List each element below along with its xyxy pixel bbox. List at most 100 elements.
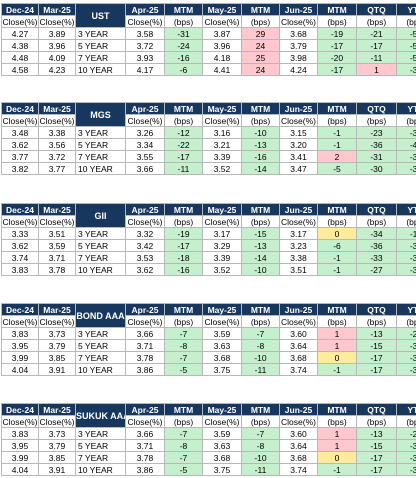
col-subheader: Close(%) <box>1 315 39 328</box>
cell-mtm2: 24 <box>241 39 280 52</box>
col-subheader: Close(%) <box>1 215 39 228</box>
cell-apr: 3.53 <box>125 251 165 264</box>
col-header: Jun-25 <box>279 403 318 416</box>
col-header: Mar-25 <box>38 203 76 216</box>
cell-mtm1: -6 <box>164 63 203 76</box>
col-header: MTM <box>164 3 203 16</box>
col-subheader: (bps) <box>356 315 397 328</box>
cell-may: 3.63 <box>202 339 242 352</box>
cell-dec: 3.83 <box>1 427 39 440</box>
cell-ytd: -33 <box>396 126 416 139</box>
table-row: 3.77 3.72 7 YEAR 3.55 -17 3.39 -16 3.41 … <box>1 150 416 163</box>
cell-dec: 3.99 <box>1 351 39 364</box>
table-title: MGS <box>75 102 126 127</box>
col-subheader: (bps) <box>396 15 416 28</box>
cell-apr: 3.72 <box>125 39 165 52</box>
table-row: 3.99 3.85 7 YEAR 3.78 -7 3.68 -10 3.68 0… <box>1 451 416 464</box>
col-subheader: (bps) <box>396 415 416 428</box>
col-subheader: (bps) <box>164 15 203 28</box>
cell-qtq: -17 <box>356 363 397 376</box>
cell-dec: 3.83 <box>1 327 39 340</box>
cell-mar: 3.77 <box>38 162 76 175</box>
col-subheader: Close(%) <box>38 15 76 28</box>
cell-may: 3.52 <box>202 263 242 276</box>
col-header: MTM <box>317 403 357 416</box>
col-header: Mar-25 <box>38 303 76 316</box>
cell-mtm2: -13 <box>241 138 280 151</box>
table-row: 3.83 3.73 3 YEAR 3.66 -7 3.59 -7 3.60 1 … <box>1 427 416 440</box>
cell-jun: 3.23 <box>279 239 318 252</box>
cell-jun: 3.74 <box>279 363 318 376</box>
table-row: 3.62 3.56 5 YEAR 3.34 -22 3.21 -13 3.20 … <box>1 138 416 151</box>
cell-may: 3.59 <box>202 427 242 440</box>
cell-apr: 3.66 <box>125 162 165 175</box>
cell-dec: 4.04 <box>1 363 39 376</box>
cell-tenor: 10 YEAR <box>75 63 126 76</box>
col-subheader: Close(%) <box>1 415 39 428</box>
cell-dec: 3.83 <box>1 263 39 276</box>
cell-qtq: -17 <box>356 463 397 476</box>
col-subheader: (bps) <box>241 415 280 428</box>
table-title: UST <box>75 3 126 28</box>
col-header: MTM <box>317 203 357 216</box>
col-header: YTD <box>396 3 416 16</box>
cell-mtm3: -1 <box>317 251 357 264</box>
cell-mtm2: -11 <box>241 463 280 476</box>
cell-tenor: 3 YEAR <box>75 126 126 139</box>
cell-may: 3.17 <box>202 227 242 240</box>
cell-mar: 3.85 <box>38 451 76 464</box>
cell-dec: 3.95 <box>1 339 39 352</box>
cell-mtm3: 0 <box>317 227 357 240</box>
sukuk-aaa-table: Dec-24 Mar-25 SUKUK AAA Apr-25 MTM May-2… <box>1 403 416 476</box>
cell-may: 3.87 <box>202 27 242 40</box>
cell-ytd: -31 <box>396 351 416 364</box>
table-row: 3.82 3.77 10 YEAR 3.66 -11 3.52 -14 3.47… <box>1 162 416 175</box>
cell-mtm3: -1 <box>317 263 357 276</box>
col-subheader: Close(%) <box>279 315 318 328</box>
cell-mtm2: -10 <box>241 263 280 276</box>
cell-mtm2: 25 <box>241 51 280 64</box>
subheader-row: Close(%) Close(%) Close(%) (bps) Close(%… <box>1 215 416 228</box>
table-title: BOND AAA <box>75 303 126 328</box>
col-subheader: Close(%) <box>279 114 318 127</box>
cell-dec: 3.33 <box>1 227 39 240</box>
cell-jun: 3.68 <box>279 351 318 364</box>
col-header: May-25 <box>202 403 242 416</box>
cell-mtm3: 1 <box>317 339 357 352</box>
cell-tenor: 7 YEAR <box>75 351 126 364</box>
cell-mar: 4.23 <box>38 63 76 76</box>
table-title: GII <box>75 203 126 228</box>
col-subheader: Close(%) <box>125 315 165 328</box>
col-header: MTM <box>241 403 280 416</box>
cell-tenor: 5 YEAR <box>75 339 126 352</box>
subheader-row: Close(%) Close(%) Close(%) (bps) Close(%… <box>1 415 416 428</box>
cell-tenor: 7 YEAR <box>75 251 126 264</box>
col-header: MTM <box>317 102 357 115</box>
header-row: Dec-24 Mar-25 SUKUK AAA Apr-25 MTM May-2… <box>1 403 416 428</box>
cell-mtm3: -20 <box>317 51 357 64</box>
col-header: QTQ <box>356 203 397 216</box>
cell-mtm1: -22 <box>164 138 203 151</box>
cell-dec: 3.82 <box>1 162 39 175</box>
cell-qtq: 1 <box>356 63 397 76</box>
cell-apr: 3.93 <box>125 51 165 64</box>
cell-mar: 3.85 <box>38 351 76 364</box>
gii-table: Dec-24 Mar-25 GII Apr-25 MTM May-25 MTM … <box>1 203 416 276</box>
cell-mtm1: -8 <box>164 339 203 352</box>
col-subheader: (bps) <box>317 15 357 28</box>
cell-ytd: -59 <box>396 39 416 52</box>
cell-mtm1: -31 <box>164 27 203 40</box>
col-header: May-25 <box>202 203 242 216</box>
subheader-row: Close(%) Close(%) Close(%) (bps) Close(%… <box>1 114 416 127</box>
cell-mtm1: -16 <box>164 263 203 276</box>
cell-tenor: 7 YEAR <box>75 51 126 64</box>
cell-mtm2: -10 <box>241 126 280 139</box>
col-subheader: Close(%) <box>125 15 165 28</box>
subheader-row: Close(%) Close(%) Close(%) (bps) Close(%… <box>1 315 416 328</box>
cell-may: 3.68 <box>202 351 242 364</box>
cell-mtm1: -7 <box>164 427 203 440</box>
cell-mtm3: -1 <box>317 138 357 151</box>
col-header: YTD <box>396 203 416 216</box>
cell-dec: 3.77 <box>1 150 39 163</box>
col-subheader: Close(%) <box>1 114 39 127</box>
